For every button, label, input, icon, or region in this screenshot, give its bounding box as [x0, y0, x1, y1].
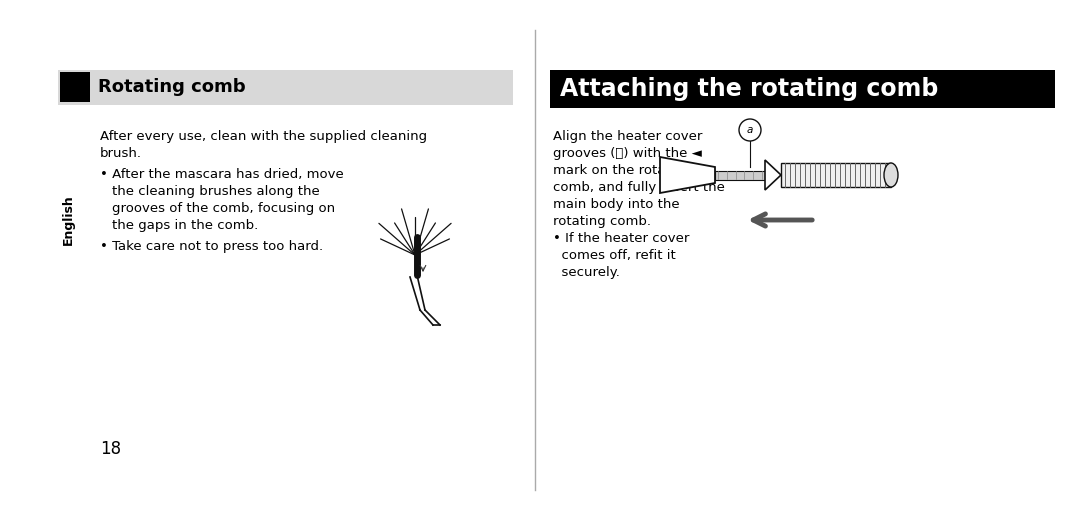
Text: the gaps in the comb.: the gaps in the comb.: [112, 219, 258, 232]
Polygon shape: [660, 157, 715, 193]
Text: brush.: brush.: [100, 147, 141, 160]
Ellipse shape: [885, 163, 897, 187]
Text: comes off, refit it: comes off, refit it: [553, 249, 676, 262]
Text: grooves of the comb, focusing on: grooves of the comb, focusing on: [112, 202, 335, 215]
Bar: [715, 171, 765, 180]
Bar: [550, 70, 1055, 108]
Text: Align the heater cover: Align the heater cover: [553, 130, 702, 143]
Bar: [60, 72, 90, 102]
Text: a: a: [746, 125, 753, 135]
Text: English: English: [62, 195, 75, 245]
Text: the cleaning brushes along the: the cleaning brushes along the: [112, 185, 320, 198]
Text: comb, and fully insert the: comb, and fully insert the: [553, 181, 725, 194]
Bar: [781, 163, 891, 187]
Text: • Take care not to press too hard.: • Take care not to press too hard.: [100, 240, 323, 253]
Circle shape: [739, 119, 761, 141]
Polygon shape: [765, 160, 781, 190]
Text: After every use, clean with the supplied cleaning: After every use, clean with the supplied…: [100, 130, 427, 143]
Text: mark on the rotating: mark on the rotating: [553, 164, 691, 177]
Text: • After the mascara has dried, move: • After the mascara has dried, move: [100, 168, 343, 181]
Text: 18: 18: [100, 440, 121, 458]
Text: grooves (ⓐ) with the ◄: grooves (ⓐ) with the ◄: [553, 147, 702, 160]
Text: Attaching the rotating comb: Attaching the rotating comb: [561, 77, 939, 101]
Text: main body into the: main body into the: [553, 198, 679, 211]
Text: Rotating comb: Rotating comb: [98, 79, 245, 97]
Text: securely.: securely.: [553, 266, 620, 279]
Bar: [58, 70, 513, 105]
Text: • If the heater cover: • If the heater cover: [553, 232, 689, 245]
Text: rotating comb.: rotating comb.: [553, 215, 651, 228]
